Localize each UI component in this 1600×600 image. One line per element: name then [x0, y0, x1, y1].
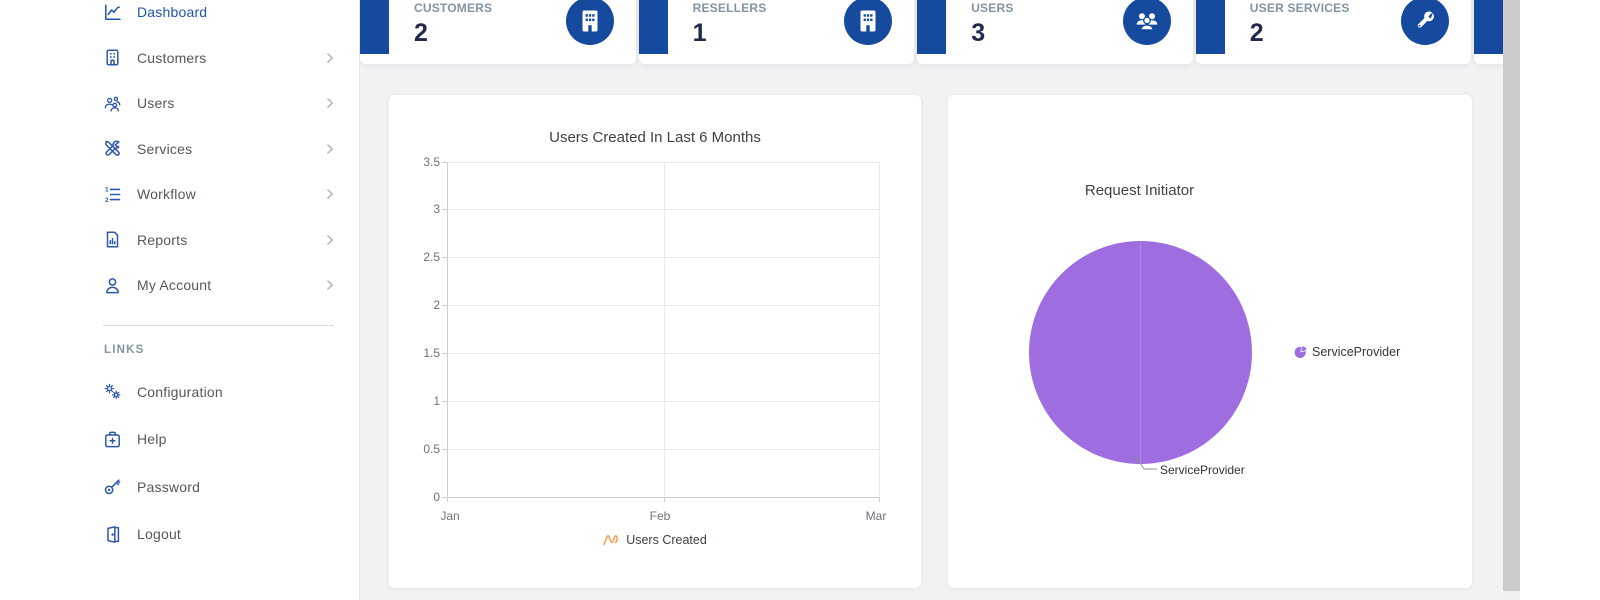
stat-value: 3	[971, 19, 986, 47]
sidebar-item-label: My Account	[137, 277, 212, 294]
sidebar-item-password[interactable]: Password	[0, 463, 359, 511]
stat-label: CUSTOMERS	[414, 1, 493, 15]
sidebar-item-label: Customers	[137, 49, 207, 66]
pie-slice-serviceprovider[interactable]	[1028, 240, 1252, 464]
building-icon	[565, 0, 614, 45]
sidebar-item-configuration[interactable]: Configuration	[0, 368, 359, 416]
stat-label: RESELLERS	[692, 1, 767, 15]
sidebar-item-label: Users	[137, 95, 175, 112]
wrench-icon	[1401, 0, 1450, 45]
customers-icon	[103, 48, 122, 67]
stat-value: 1	[692, 19, 707, 47]
y-axis-label: 1.5	[423, 345, 440, 360]
x-axis-label: Feb	[649, 508, 671, 523]
card-accent-stripe	[1195, 0, 1225, 54]
legend-label: ServiceProvider	[1312, 345, 1401, 359]
workflow-icon: 1 2	[103, 185, 122, 204]
stat-card-customers: CUSTOMERS 2	[360, 0, 636, 64]
dashboard-icon	[103, 3, 122, 22]
stat-card-users: USERS 3	[917, 0, 1193, 64]
svg-text:2: 2	[105, 197, 109, 204]
pie-slice-label: ServiceProvider	[1160, 463, 1245, 477]
line-series-icon	[603, 535, 619, 546]
pie-chart-title: Request Initiator	[1084, 182, 1195, 199]
y-axis-label: 2.5	[423, 250, 440, 265]
sidebar-menu: Dashboard Customers	[0, 0, 359, 308]
sidebar-links: Configuration Help	[0, 368, 359, 558]
line-chart-panel: Users Created In Last 6 Months Jan Feb M…	[389, 95, 921, 588]
sidebar-item-services[interactable]: Services	[0, 126, 359, 172]
sidebar-item-my-account[interactable]: My Account	[0, 263, 359, 309]
window-right-blank	[1520, 0, 1600, 600]
vertical-scrollbar[interactable]	[1503, 0, 1520, 600]
chevron-right-icon	[327, 52, 333, 63]
sidebar-item-label: Configuration	[137, 383, 223, 400]
stat-card-resellers: RESELLERS 1	[638, 0, 915, 64]
sidebar-item-customers[interactable]: Customers	[0, 35, 359, 81]
stat-card-user-services: USER SERVICES 2	[1195, 0, 1472, 64]
legend-label: Users Created	[626, 533, 707, 547]
sidebar-item-label: Password	[137, 478, 201, 495]
y-axis-line	[447, 161, 448, 497]
scrollbar-thumb[interactable]	[1503, 0, 1520, 591]
stat-label: USERS	[971, 1, 1014, 15]
y-axis-label: 3	[433, 202, 440, 217]
pie-label-connector	[1135, 455, 1157, 470]
card-accent-stripe	[1474, 0, 1504, 54]
sidebar-item-label: Services	[137, 140, 193, 157]
card-accent-stripe	[638, 0, 668, 54]
sidebar-item-label: Workflow	[137, 186, 196, 203]
sidebar-item-help[interactable]: Help	[0, 416, 359, 464]
building-icon	[844, 0, 893, 45]
sidebar-item-reports[interactable]: Reports	[0, 217, 359, 263]
sidebar-item-label: Dashboard	[137, 4, 208, 21]
stat-label: USER SERVICES	[1249, 1, 1350, 15]
line-chart-legend[interactable]: Users Created	[389, 533, 921, 547]
svg-text:1: 1	[105, 186, 109, 193]
sidebar-item-label: Help	[137, 431, 167, 448]
sidebar-divider	[103, 324, 334, 326]
pie-chart-panel: Request Initiator ServiceProvider Servic…	[948, 95, 1472, 588]
card-accent-stripe	[917, 0, 947, 54]
pie-slice-seam	[1139, 240, 1141, 464]
password-icon	[103, 477, 122, 496]
sidebar-item-workflow[interactable]: 1 2 Workflow	[0, 172, 359, 218]
chevron-right-icon	[327, 143, 333, 154]
chevron-right-icon	[327, 234, 333, 245]
chevron-right-icon	[327, 280, 333, 291]
logout-icon	[103, 525, 122, 544]
configuration-icon	[103, 382, 122, 401]
sidebar-item-label: Logout	[137, 526, 182, 543]
people-icon	[1122, 0, 1171, 45]
account-icon	[103, 276, 122, 295]
users-icon	[103, 94, 122, 113]
chevron-right-icon	[327, 98, 333, 109]
stat-value: 2	[1249, 19, 1264, 47]
y-axis-label: 2	[433, 298, 440, 313]
links-section-header: LINKS	[104, 343, 145, 356]
line-chart-title: Users Created In Last 6 Months	[549, 129, 761, 146]
chevron-right-icon	[327, 189, 333, 200]
pie-series-icon	[1294, 345, 1307, 358]
sidebar-item-label: Reports	[137, 231, 188, 248]
x-axis-label: Jan	[440, 508, 460, 523]
reports-icon	[103, 230, 122, 249]
y-axis-label: 0	[433, 489, 440, 504]
sidebar: Dashboard Customers	[0, 0, 360, 600]
sidebar-item-dashboard[interactable]: Dashboard	[0, 0, 359, 35]
line-chart-plot-area: Jan Feb Mar	[440, 161, 886, 523]
sidebar-item-logout[interactable]: Logout	[0, 511, 359, 559]
sidebar-item-users[interactable]: Users	[0, 81, 359, 127]
y-axis-label: 0.5	[423, 441, 440, 456]
services-icon	[103, 139, 122, 158]
y-axis-label: 3.5	[423, 154, 440, 169]
y-axis-label: 1	[433, 393, 440, 408]
card-accent-stripe	[360, 0, 389, 54]
stat-value: 2	[414, 19, 428, 47]
pie-chart-legend[interactable]: ServiceProvider	[1294, 345, 1400, 359]
help-icon	[103, 430, 122, 449]
x-axis-label: Mar	[865, 508, 887, 523]
